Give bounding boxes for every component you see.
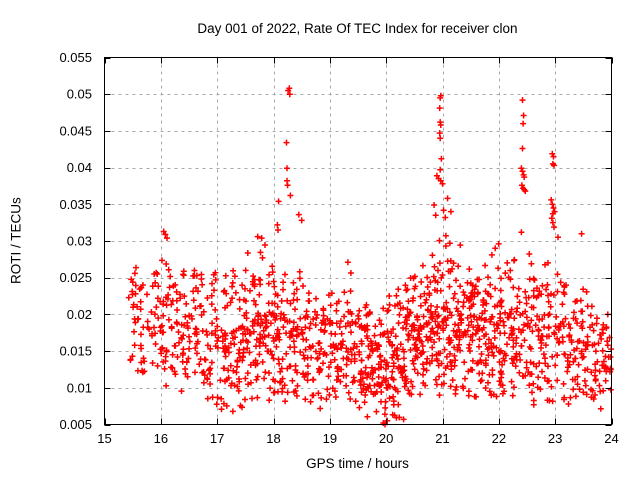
y-tick-label: 0.02 bbox=[67, 307, 92, 322]
y-tick-label: 0.055 bbox=[59, 50, 92, 65]
x-tick-label: 17 bbox=[210, 431, 224, 446]
x-tick-label: 20 bbox=[379, 431, 393, 446]
x-axis-label: GPS time / hours bbox=[306, 456, 409, 471]
y-tick-label: 0.035 bbox=[59, 197, 92, 212]
axes-and-ticks bbox=[104, 57, 613, 426]
y-tick-label: 0.015 bbox=[59, 344, 92, 359]
x-tick-label: 23 bbox=[548, 431, 562, 446]
x-tick-label: 22 bbox=[492, 431, 506, 446]
y-tick-label: 0.04 bbox=[67, 160, 92, 175]
grid-lines bbox=[104, 57, 612, 425]
scatter-points bbox=[125, 85, 615, 428]
x-tick-label: 19 bbox=[323, 431, 337, 446]
y-tick-label: 0.05 bbox=[67, 87, 92, 102]
x-tick-label: 16 bbox=[154, 431, 168, 446]
y-tick-label: 0.025 bbox=[59, 270, 92, 285]
y-tick-label: 0.005 bbox=[59, 417, 92, 432]
y-tick-label: 0.03 bbox=[67, 234, 92, 249]
x-tick-label: 18 bbox=[266, 431, 280, 446]
chart-title: Day 001 of 2022, Rate Of TEC Index for r… bbox=[197, 21, 518, 36]
x-tick-label: 24 bbox=[604, 431, 618, 446]
y-tick-label: 0.01 bbox=[67, 380, 92, 395]
x-tick-label: 15 bbox=[97, 431, 111, 446]
y-axis-label: ROTI / TECUs bbox=[8, 197, 24, 284]
x-tick-label: 21 bbox=[435, 431, 449, 446]
tick-labels: 15 16 17 18 19 20 21 22 23 24 0.005 0.01 0.015 0.02 0.… bbox=[59, 50, 618, 446]
y-tick-label: 0.045 bbox=[59, 123, 92, 138]
